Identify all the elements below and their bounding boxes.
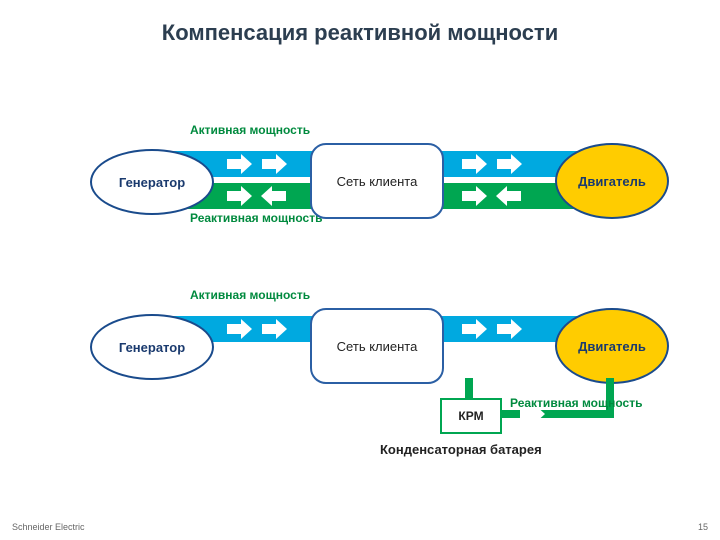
flow-arrow [225, 153, 253, 175]
flow-arrow [460, 153, 488, 175]
generator-node: Генератор [90, 149, 214, 215]
motor-node: Двигатель [555, 143, 669, 219]
customer-network-node: Сеть клиента [310, 143, 444, 219]
motor-node: Двигатель [555, 308, 669, 384]
flow-arrow [260, 185, 288, 207]
active-power-label: Активная мощность [190, 123, 310, 137]
customer-network-label: Сеть клиента [337, 174, 418, 189]
page-number: 15 [698, 522, 708, 532]
customer-network-label: Сеть клиента [337, 339, 418, 354]
reactive-power-label: Реактивная мощность [190, 211, 322, 225]
krm-node: КРМ [440, 398, 502, 434]
flow-arrow [225, 185, 253, 207]
active-power-label: Активная мощность [190, 288, 310, 302]
reactive-power-label: Реактивная мощность [510, 396, 642, 410]
krm-label: КРМ [458, 409, 483, 423]
generator-label: Генератор [119, 175, 185, 190]
motor-label: Двигатель [578, 339, 646, 354]
reactive-connector [465, 378, 473, 398]
flow-arrow [495, 185, 523, 207]
flow-arrow [260, 153, 288, 175]
footer-company: Schneider Electric [12, 522, 85, 532]
flow-arrow [260, 318, 288, 340]
flow-arrow [460, 318, 488, 340]
flow-arrow [495, 318, 523, 340]
customer-network-node: Сеть клиента [310, 308, 444, 384]
page-title: Компенсация реактивной мощности [0, 20, 720, 46]
motor-label: Двигатель [578, 174, 646, 189]
flow-arrow [225, 318, 253, 340]
flow-arrow [460, 185, 488, 207]
flow-arrow [495, 153, 523, 175]
capacitor-bank-label: Конденсаторная батарея [380, 442, 542, 457]
reactive-connector [498, 410, 614, 418]
generator-node: Генератор [90, 314, 214, 380]
generator-label: Генератор [119, 340, 185, 355]
